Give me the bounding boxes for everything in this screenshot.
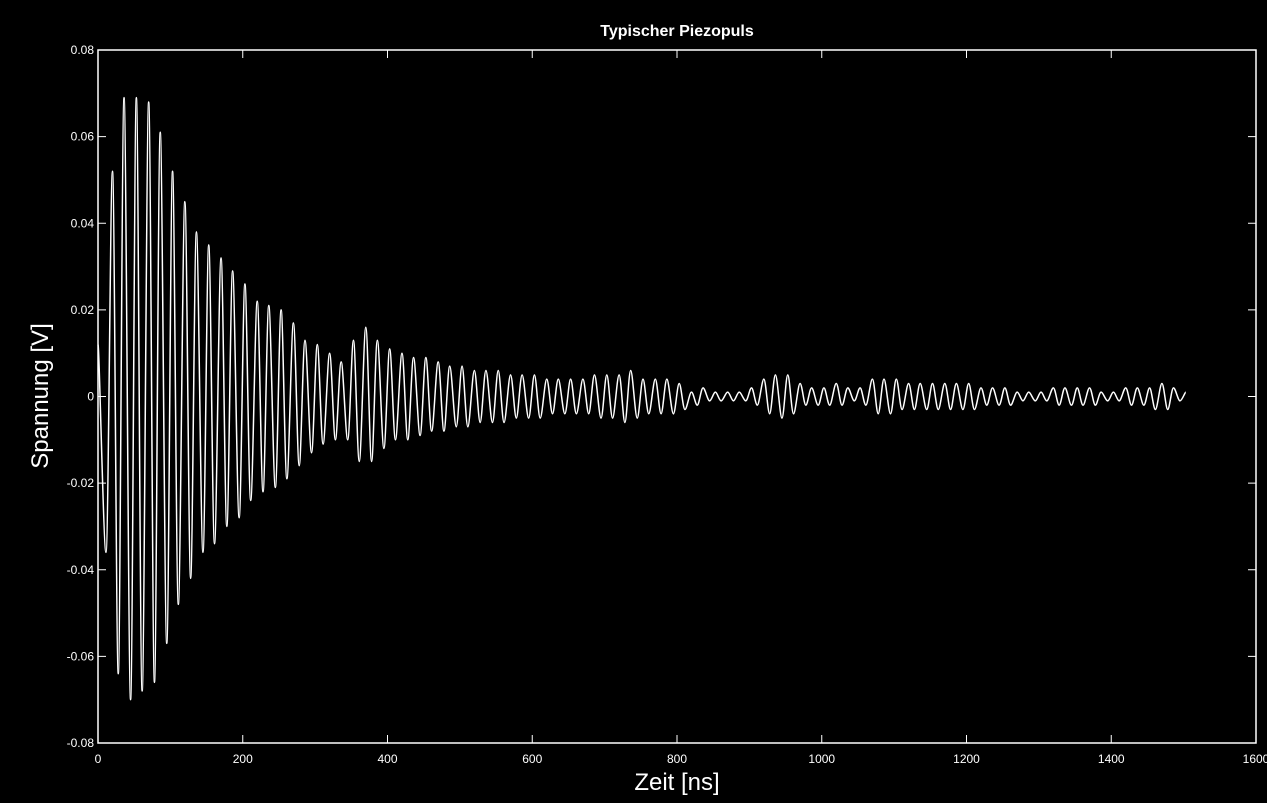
x-tick-label: 1000 — [808, 752, 835, 766]
y-tick-label: 0.04 — [71, 216, 95, 230]
y-axis-label: Spannung [V] — [27, 323, 54, 468]
y-tick-label: -0.08 — [67, 736, 95, 750]
y-tick-label: 0.08 — [71, 43, 95, 57]
signal-line — [97, 96, 1187, 701]
x-tick-label: 0 — [95, 752, 102, 766]
y-tick-label: 0.02 — [71, 303, 95, 317]
x-tick-label: 1400 — [1098, 752, 1125, 766]
plot-frame — [97, 49, 1257, 744]
x-axis-label: Zeit [ns] — [634, 769, 719, 796]
y-tick-label: -0.06 — [67, 649, 95, 663]
y-tick-label: -0.02 — [67, 476, 95, 490]
x-tick-label: 200 — [233, 752, 253, 766]
y-tick-label: 0.06 — [71, 130, 95, 144]
x-tick-label: 1600 — [1243, 752, 1267, 766]
x-tick-label: 600 — [522, 752, 542, 766]
x-tick-label: 400 — [377, 752, 397, 766]
chart-title: Typischer Piezopuls — [600, 23, 754, 40]
y-tick-label: 0 — [87, 390, 94, 404]
y-tick-label: -0.04 — [67, 563, 95, 577]
x-tick-label: 1200 — [953, 752, 980, 766]
x-tick-label: 800 — [667, 752, 687, 766]
